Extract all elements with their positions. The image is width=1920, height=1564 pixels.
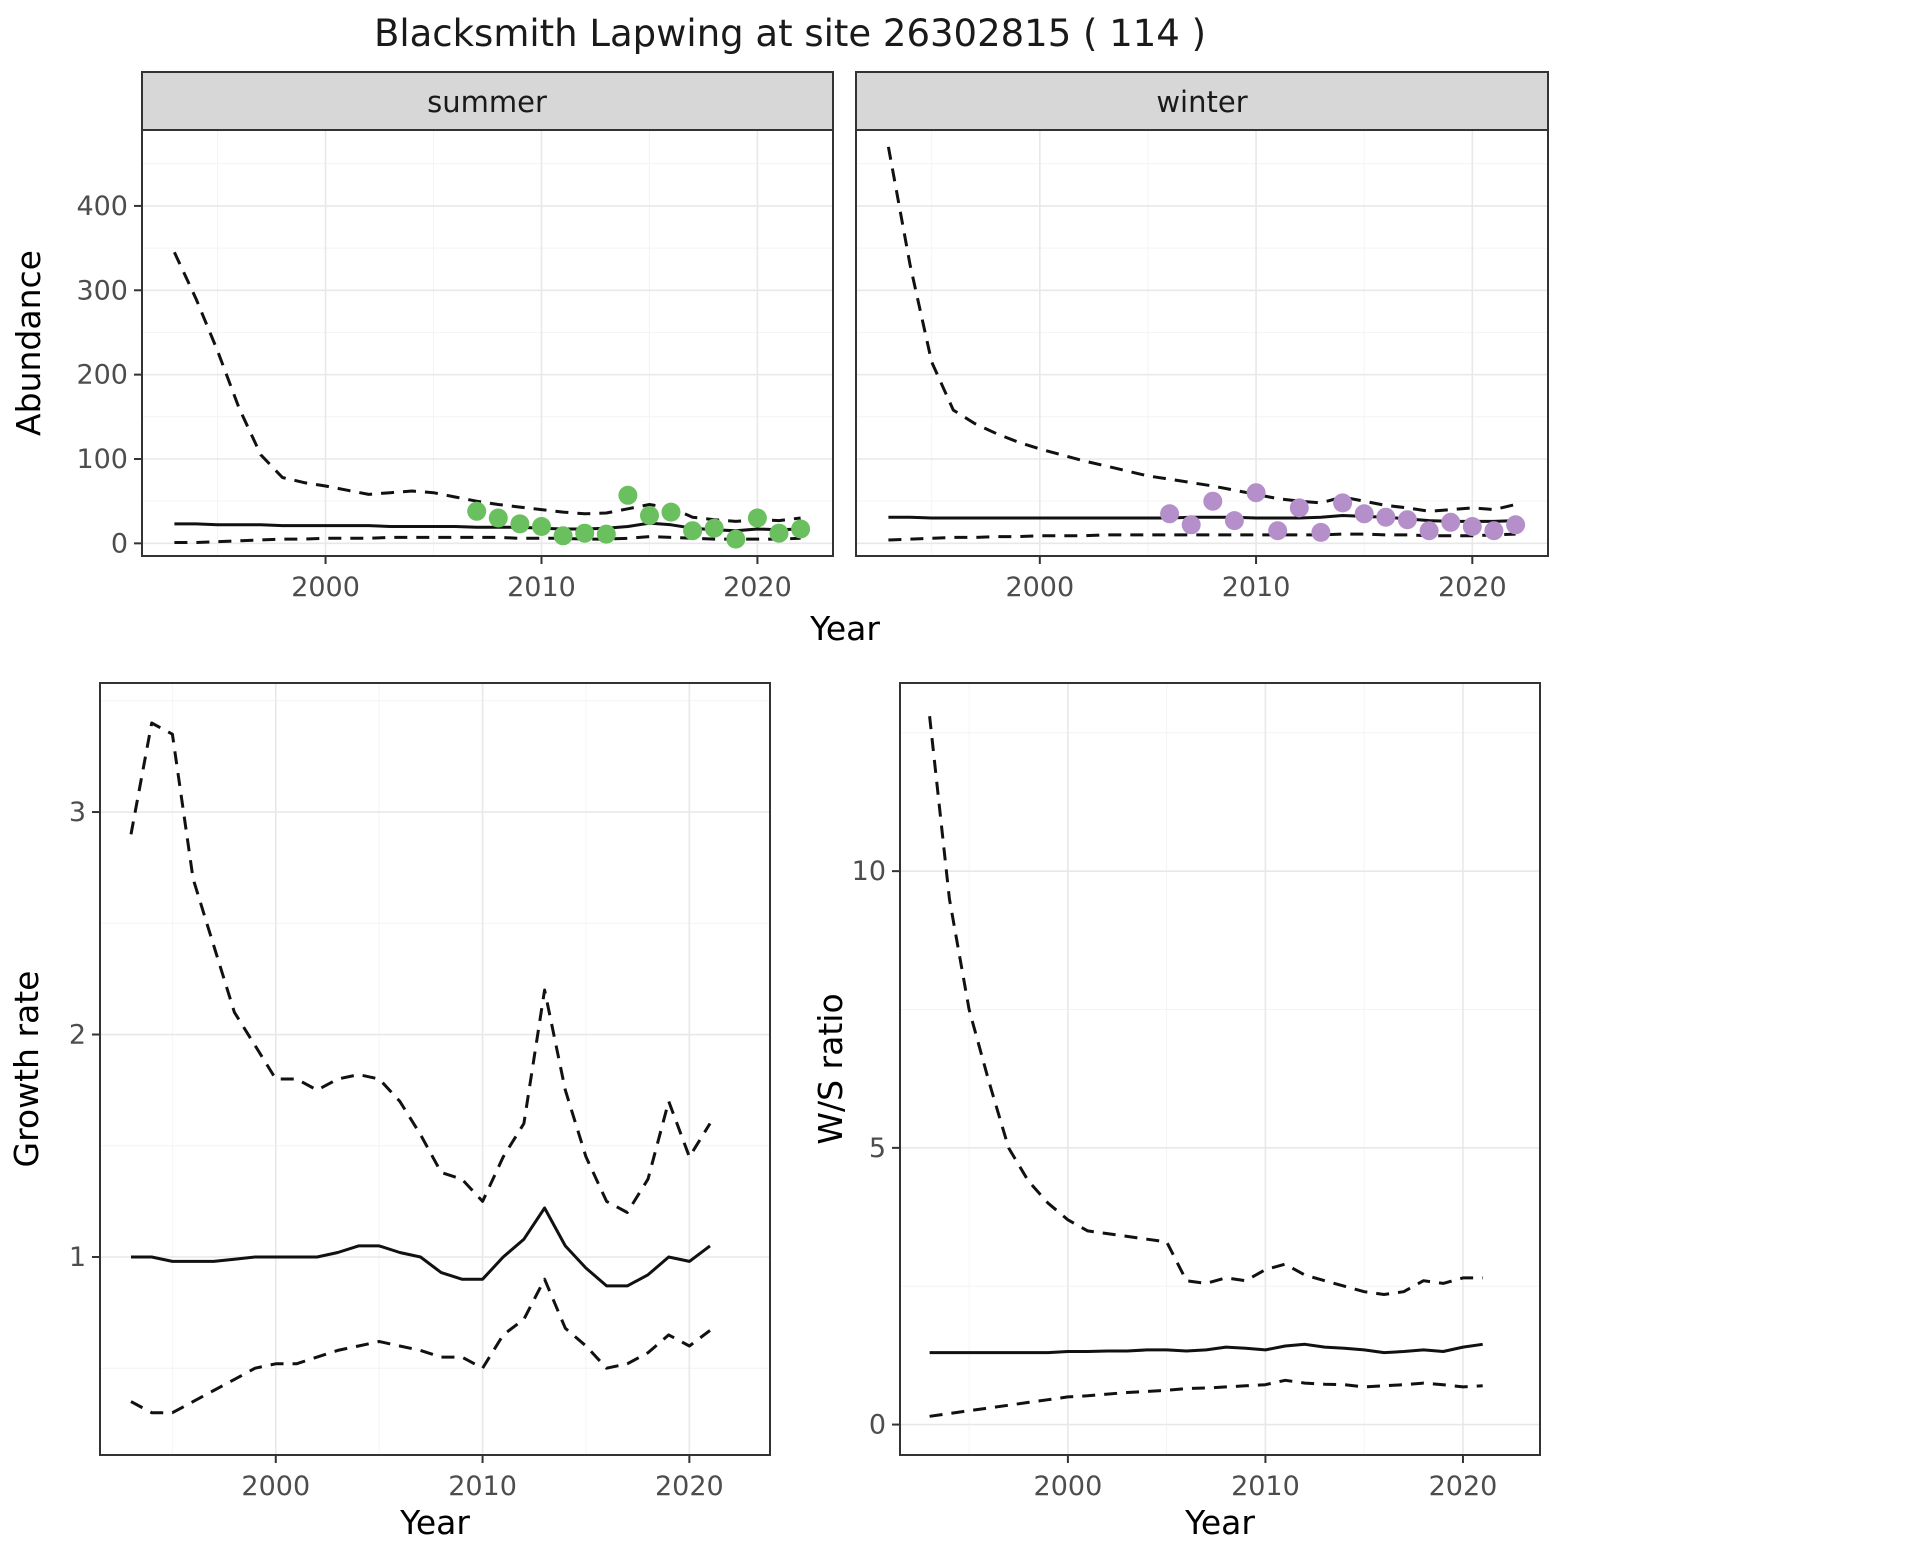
ws-ratio-panel-border [899,682,1541,1456]
x-tick-label: 2020 [655,1471,724,1502]
abundance-summer-observation-point [467,501,487,521]
x-tick-label: 2010 [507,572,576,603]
y-tick-label: 0 [111,528,128,559]
y-tick-label: 10 [852,856,886,887]
abundance-axis-label: Abundance [9,250,48,436]
x-tick-label: 2000 [291,572,360,603]
abundance-winter-observation-point [1419,521,1439,541]
x-tick-label: 2000 [1034,1471,1103,1502]
x-tick-label: 2010 [448,1471,517,1502]
y-tick-label: 300 [76,275,128,306]
abundance-winter-observation-point [1181,515,1201,535]
y-tick-label: 1 [69,1242,86,1273]
growth-rate-axis-label: Growth rate [7,971,46,1168]
abundance-winter-lower-ci-line [888,532,1516,542]
ws-ratio-mean-line [929,1342,1483,1355]
facet-strip-winter [855,71,1549,131]
top-year-axis-label: Year [809,609,880,648]
abundance-summer-observation-point [747,508,767,528]
abundance-summer-upper-ci-line [173,251,801,523]
abundance-summer-observation-point [510,514,530,534]
abundance-winter-mean-line [888,514,1516,523]
growth-rate-panel: 2000 2010 2020 1 2 3 [69,682,771,1502]
abundance-summer-observation-point [791,519,811,539]
abundance-summer-observation-point [553,526,573,546]
abundance-summer-observation-point [769,523,789,543]
x-tick-label: 2000 [241,1471,310,1502]
abundance-winter-upper-ci-line [886,146,1516,513]
ws-ratio-upper-ci-line [928,716,1483,1296]
x-tick-label: 2020 [1429,1471,1498,1502]
y-tick-label: 200 [76,360,128,391]
facet-strip-summer-label: summer [427,85,547,119]
ws-ratio-panel: 2000 2010 2020 0 5 10 [852,682,1541,1502]
facet-strip-summer [141,71,834,131]
abundance-summer-observation-point [618,485,638,505]
axis-titles: Abundance Year Growth rate Year W/S rati… [7,250,1255,1542]
abundance-summer-panel: 2000 2010 2020 0 100 200 300 400 [76,129,834,603]
y-tick-label: 400 [76,191,128,222]
ws-ratio-axis-label: W/S ratio [811,993,850,1144]
abundance-winter-observation-point [1289,498,1309,518]
y-tick-label: 5 [869,1133,886,1164]
x-tick-label: 2010 [1222,572,1291,603]
abundance-winter-observation-point [1268,521,1288,541]
x-tick-label: 2000 [1005,572,1074,603]
abundance-winter-observation-point [1441,512,1461,532]
abundance-winter-observation-point [1484,521,1504,541]
abundance-winter-observation-point [1246,483,1266,503]
y-tick-label: 100 [76,444,128,475]
growth-year-axis-label: Year [399,1503,470,1542]
abundance-summer-observation-point [726,529,746,549]
growth-rate-panel-border [99,682,771,1456]
abundance-winter-observation-point [1203,491,1223,511]
y-tick-label: 0 [869,1410,886,1441]
x-tick-label: 2020 [1438,572,1507,603]
y-tick-label: 3 [69,797,86,828]
abundance-winter-observation-point [1311,522,1331,542]
abundance-winter-observation-point [1333,493,1353,513]
abundance-summer-observation-point [640,506,659,525]
abundance-summer-observation-point [488,508,508,528]
growth-rate-upper-ci-line [129,721,712,1214]
abundance-winter-panel-border [855,129,1549,557]
abundance-winter-observation-point [1160,504,1180,524]
abundance-winter-observation-point [1506,515,1526,535]
ws-year-axis-label: Year [1184,1503,1255,1542]
growth-rate-mean-line [131,1206,711,1288]
abundance-winter-observation-point [1354,504,1374,524]
facet-strip-winter-label: winter [1156,85,1247,119]
abundance-winter-observation-point [1397,510,1417,530]
x-tick-label: 2010 [1231,1471,1300,1502]
abundance-winter-observation-point [1224,511,1244,531]
abundance-winter-observation-point [1462,517,1482,536]
abundance-summer-panel-border [141,129,834,557]
abundance-summer-observation-point [532,517,551,536]
ws-ratio-lower-ci-line [929,1378,1483,1418]
plot-title: Blacksmith Lapwing at site 26302815 ( 11… [374,12,1206,55]
facet-strips: summer winter [141,71,1549,131]
abundance-summer-lower-ci-line [174,535,801,544]
abundance-summer-observation-point [596,524,616,544]
abundance-winter-panel: 2000 2010 2020 [855,129,1549,603]
abundance-winter-observation-point [1376,507,1396,527]
x-tick-label: 2020 [723,572,792,603]
y-tick-label: 2 [69,1020,86,1051]
abundance-summer-observation-point [704,518,724,538]
abundance-summer-observation-point [575,523,595,543]
growth-rate-lower-ci-line [130,1277,711,1415]
abundance-summer-observation-point [683,521,703,541]
abundance-summer-observation-point [661,502,681,522]
